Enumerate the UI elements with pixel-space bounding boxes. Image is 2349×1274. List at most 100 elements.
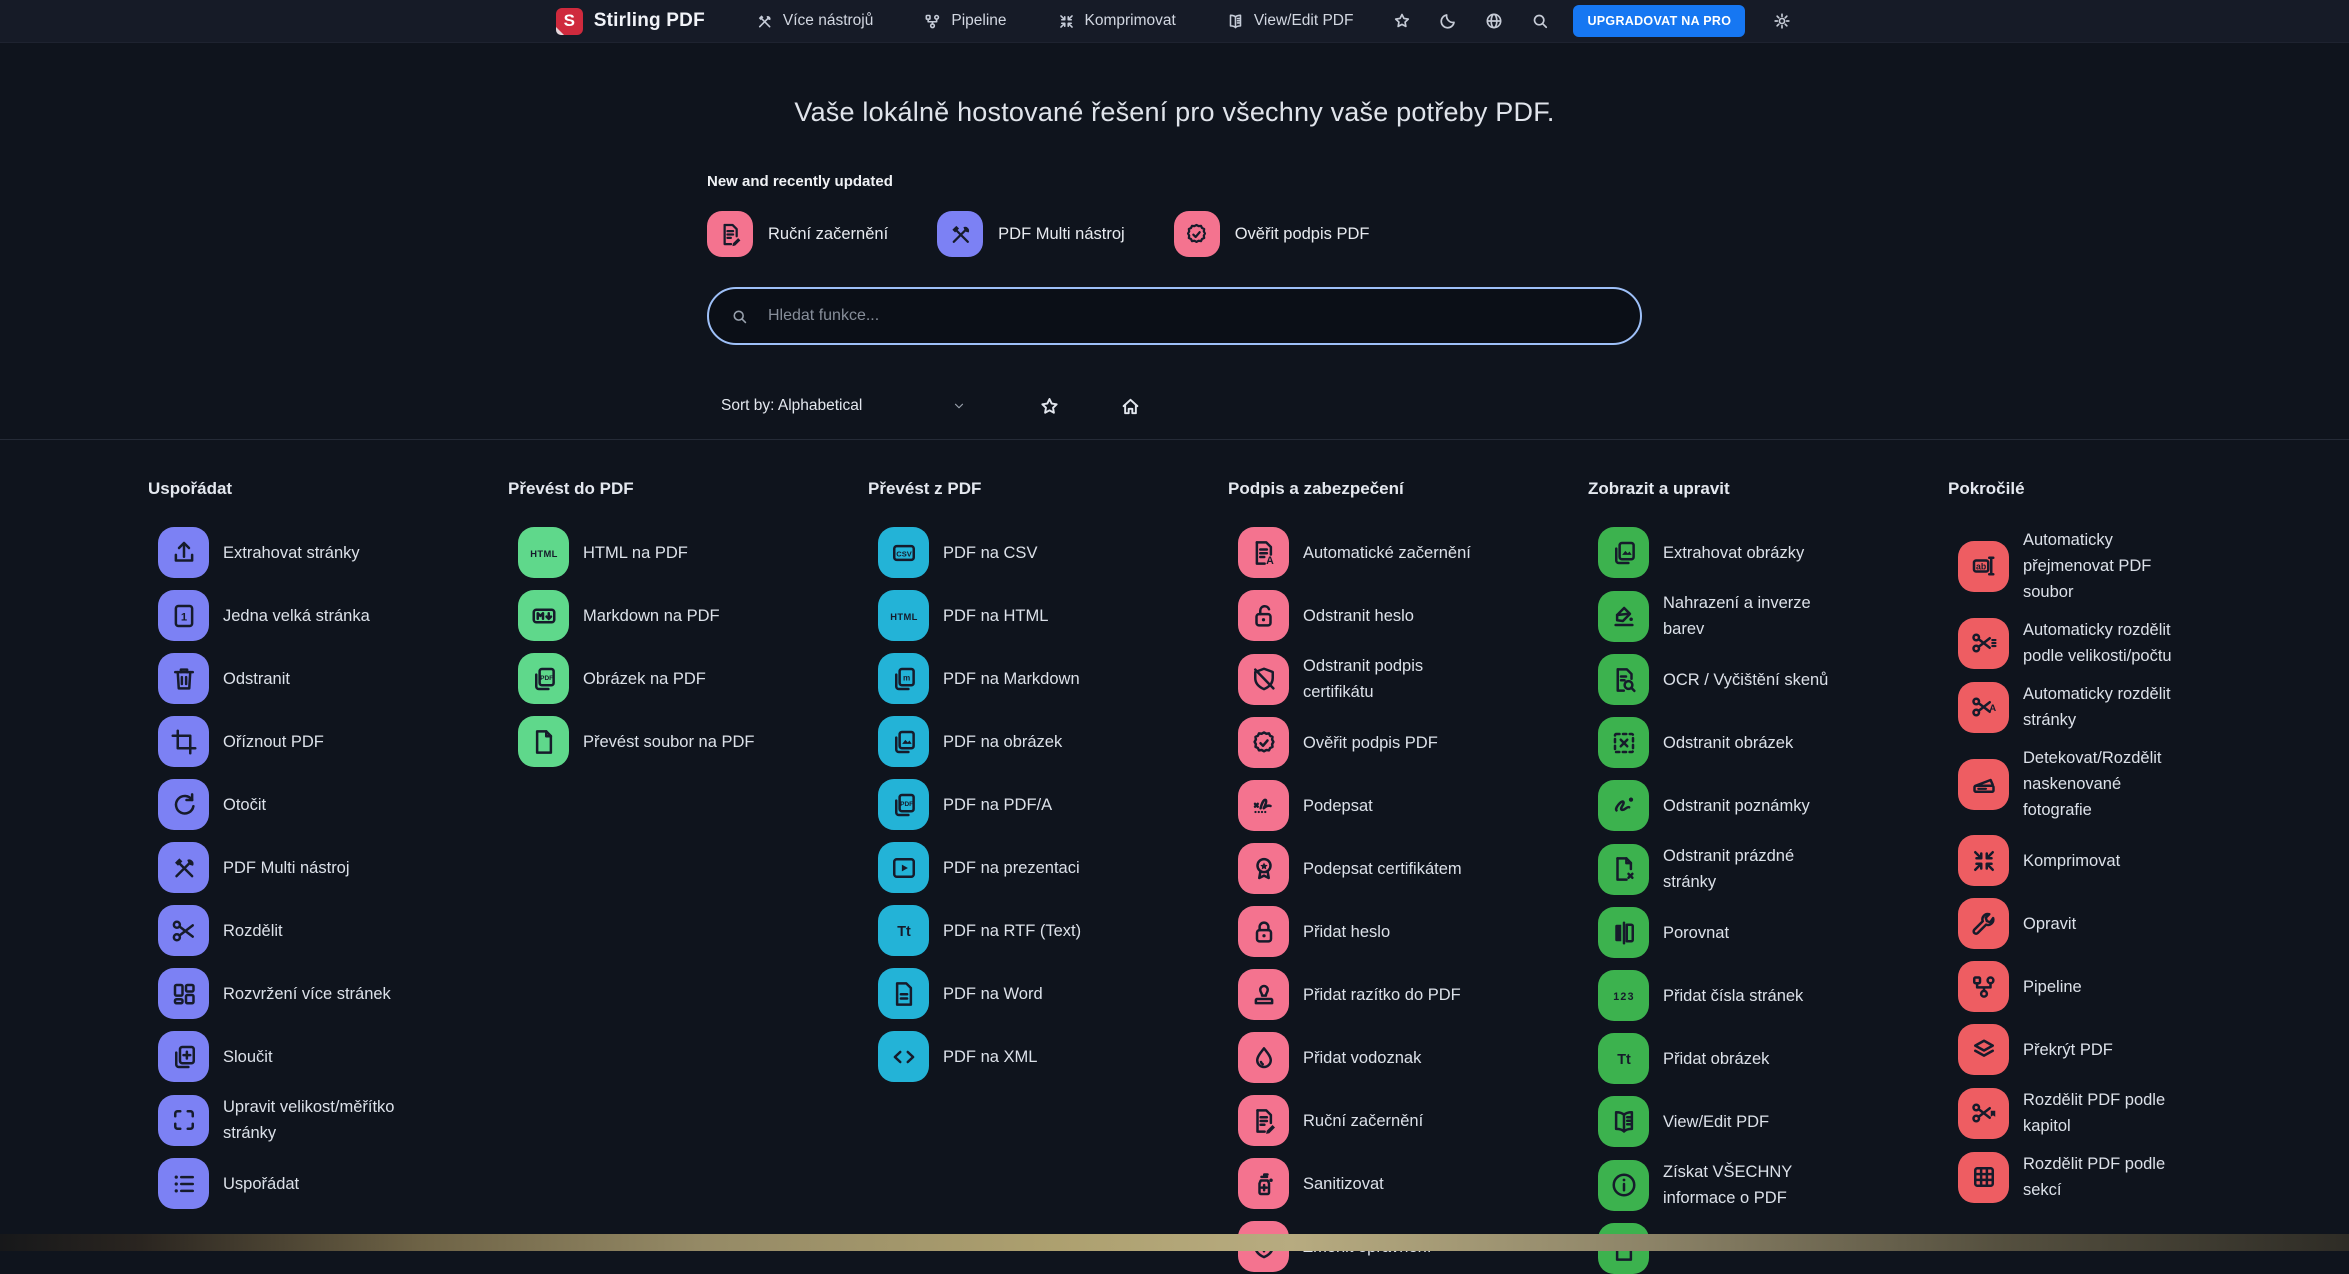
tool-item[interactable]: CSV PDF na CSV [878,527,1228,578]
tool-item[interactable]: PDF na XML [878,1031,1228,1082]
tool-item-label: PDF na Word [943,984,1043,1003]
tool-item[interactable]: PDF PDF na PDF/​A [878,779,1228,830]
svg-text:123: 123 [1613,991,1634,1003]
tool-item[interactable]: Podepsat certifikátem [1238,843,1588,894]
home-icon[interactable] [1119,395,1142,418]
featured-tool[interactable]: Ruční začernění [707,211,888,257]
tool-item[interactable]: Odstranit podpis certifikátu [1238,653,1588,705]
featured-tool[interactable]: PDF Multi nástroj [937,211,1125,257]
tool-item[interactable]: Rozdělit PDF podle sekcí [1958,1151,2308,1203]
tool-item[interactable]: Oříznout PDF [158,716,508,767]
tool-item[interactable]: Přidat vodoznak [1238,1032,1588,1083]
tool-item[interactable]: Odstranit [158,653,508,704]
scissors-lines-icon [1958,617,2009,669]
moon-icon[interactable] [1437,10,1459,32]
tool-item[interactable]: PDF na prezentaci [878,842,1228,893]
tool-item[interactable]: Přidat heslo [1238,906,1588,957]
tool-item[interactable]: Otočit [158,779,508,830]
tool-item[interactable]: HTML PDF na HTML [878,590,1228,641]
tool-item[interactable]: PDF na obrázek [878,716,1228,767]
search-icon[interactable] [1529,10,1551,32]
scissors-a-icon: A [1958,681,2009,733]
chevron-down-icon[interactable] [952,399,966,413]
nav-link-pipeline[interactable]: Pipeline [923,12,1007,31]
tool-item[interactable]: PDF Obrázek na PDF [518,653,868,704]
settings-gear-icon[interactable] [1771,10,1793,32]
tool-item[interactable]: Rozvržení více stránek [158,968,508,1019]
sort-select[interactable]: Sort by: Alphabetical [721,397,862,415]
rotate-icon [158,779,209,830]
nav-link-book[interactable]: View/Edit PDF [1226,12,1353,31]
featured-tool-label: Ověřit podpis PDF [1234,224,1370,243]
tool-item[interactable]: Získat VŠECHNY informace o PDF [1598,1159,1948,1211]
tool-item[interactable]: Odstranit prázdné stránky [1598,843,1948,895]
grid-3x3-icon [1958,1151,2009,1203]
tool-item[interactable]: A Automatické začernění [1238,527,1588,578]
tool-item[interactable]: ab Automaticky přejmenovat PDF soubor [1958,527,2308,605]
star-icon[interactable] [1391,10,1413,32]
tool-item[interactable]: PDF Multi nástroj [158,842,508,893]
tool-item[interactable]: Tt Přidat obrázek [1598,1033,1948,1084]
tool-item[interactable]: Pipeline [1958,961,2308,1012]
column-title: Uspořádat [148,479,233,498]
favorites-star-icon[interactable] [1038,395,1061,418]
tool-item[interactable]: Odstranit poznámky [1598,780,1948,831]
tool-item[interactable]: Přidat razítko do PDF [1238,969,1588,1020]
tool-list: Extrahovat obrázky Nahrazení a inverze ba… [1588,527,1948,1274]
tool-item-label: Pipeline [2023,977,2082,996]
tool-item-label: Komprimovat [2023,851,2121,870]
tool-item[interactable]: Komprimovat [1958,835,2308,886]
brand[interactable]: S Stirling PDF [555,7,705,35]
tool-item[interactable]: Automaticky rozdělit podle velikosti/​po… [1958,617,2308,669]
tool-item[interactable]: Odstranit obrázek [1598,717,1948,768]
search-bar[interactable] [707,287,1642,345]
pages-pdf-icon: PDF [878,779,929,830]
tool-item[interactable]: PDF na Word [878,968,1228,1019]
tool-item[interactable]: View/​Edit PDF [1598,1096,1948,1147]
tool-item[interactable]: Opravit [1958,898,2308,949]
nav-link-tools[interactable]: Více nástrojů [755,12,873,31]
doc-pencil-icon [707,211,753,257]
tool-item-label: Automatické začernění [1303,543,1471,562]
nav-link-compress[interactable]: Komprimovat [1057,12,1176,31]
tool-item[interactable]: Tt PDF na RTF (Text) [878,905,1228,956]
tool-item[interactable]: Ruční začernění [1238,1095,1588,1146]
tool-item[interactable]: Nahrazení a inverze barev [1598,590,1948,642]
tool-item-label: Převést soubor na PDF [583,732,755,751]
tool-item[interactable]: Odstranit heslo [1238,590,1588,641]
tool-item[interactable]: Ověřit podpis PDF [1238,717,1588,768]
search-icon [730,307,749,326]
tool-item[interactable]: Sloučit [158,1031,508,1082]
book-icon [1226,12,1245,31]
tool-item[interactable]: Porovnat [1598,907,1948,958]
tool-item[interactable]: Extrahovat stránky [158,527,508,578]
tool-item[interactable]: Uspořádat [158,1158,508,1209]
tool-item[interactable]: Převést soubor na PDF [518,716,868,767]
tool-item[interactable]: HTML HTML na PDF [518,527,868,578]
scissors-bookmark-icon [1958,1087,2009,1139]
tool-item[interactable]: Překrýt PDF [1958,1024,2308,1075]
featured-tool[interactable]: Ověřit podpis PDF [1173,211,1370,257]
upgrade-pro-button[interactable]: UPGRADOVAT NA PRO [1573,5,1746,37]
tool-item[interactable]: 1 Jedna velká stránka [158,590,508,641]
shield-slash-icon [1238,653,1289,705]
tool-item[interactable]: m PDF na Markdown [878,653,1228,704]
column-title: Zobrazit a upravit [1588,479,1730,498]
tool-item[interactable]: 123 Přidat čísla stránek [1598,970,1948,1021]
tool-item[interactable]: Podepsat [1238,780,1588,831]
tool-item[interactable]: Detekovat/​Rozdělit naskenované fotograf… [1958,745,2308,823]
tool-item[interactable]: Extrahovat obrázky [1598,527,1948,578]
tool-item[interactable]: Sanitizovat [1238,1158,1588,1209]
tool-item[interactable]: A Automaticky rozdělit stránky [1958,681,2308,733]
signature-icon [1238,780,1289,831]
tool-item[interactable]: Markdown na PDF [518,590,868,641]
svg-text:HTML: HTML [530,548,558,558]
tool-list: CSV PDF na CSV HTML PDF na HTML m PDF na Mark… [868,527,1228,1082]
tool-item[interactable]: Rozdělit [158,905,508,956]
tool-item[interactable]: Rozdělit PDF podle kapitol [1958,1087,2308,1139]
tool-item[interactable]: OCR /​ Vyčištění skenů [1598,654,1948,705]
tool-item[interactable]: Upravit velikost/​měřítko stránky [158,1094,508,1146]
search-input[interactable] [766,306,1630,326]
tool-item-label: Rozdělit [223,921,283,940]
globe-icon[interactable] [1483,10,1505,32]
